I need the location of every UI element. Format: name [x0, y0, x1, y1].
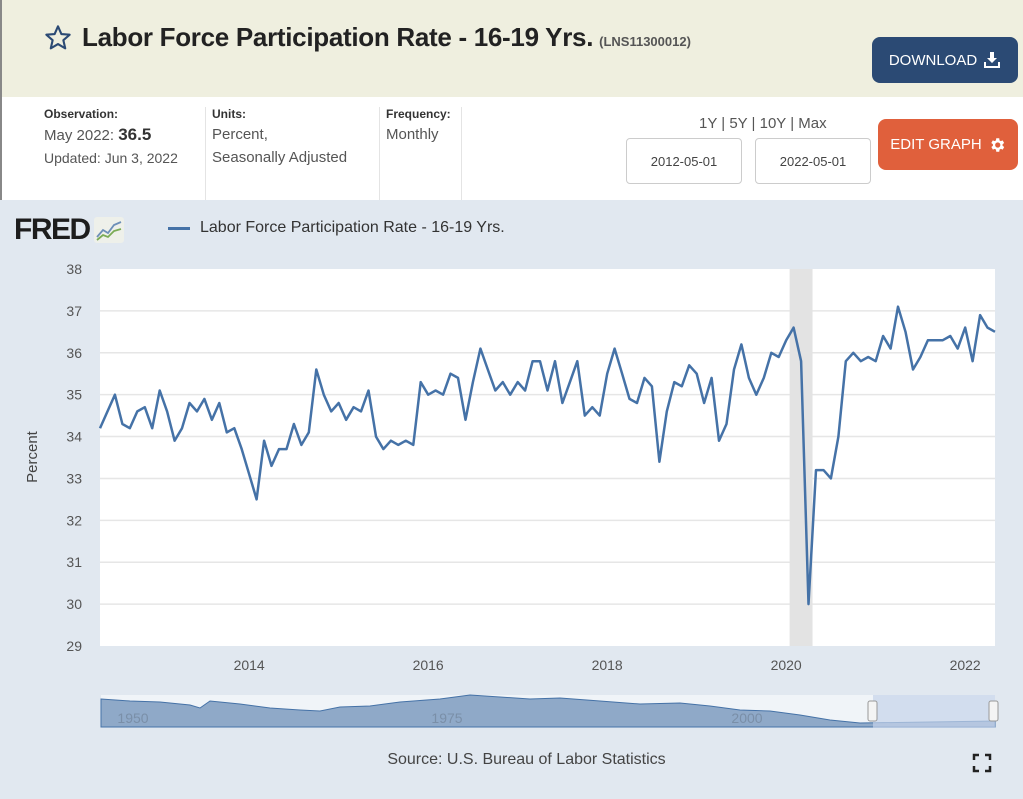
range-1y[interactable]: 1Y: [699, 115, 718, 132]
legend-swatch: [168, 226, 190, 230]
y-tick-label: 38: [66, 261, 82, 277]
x-tick-label: 2022: [950, 657, 981, 673]
y-tick-label: 33: [66, 470, 82, 486]
end-date-input[interactable]: 2022-05-01: [755, 138, 871, 184]
download-label: DOWNLOAD: [888, 51, 978, 69]
y-tick-label: 34: [66, 429, 82, 445]
x-tick-label: 2020: [771, 657, 802, 673]
fred-logo-text: FRED: [14, 213, 91, 246]
legend-label: Labor Force Participation Rate - 16-19 Y…: [200, 219, 505, 236]
series-code: (LNS11300012): [599, 34, 691, 49]
y-tick-label: 36: [66, 345, 82, 361]
fred-logo[interactable]: FRED: [14, 213, 124, 247]
navigator-selection[interactable]: [873, 695, 995, 728]
page-title: Labor Force Participation Rate - 16-19 Y…: [44, 22, 691, 53]
updated-date: Updated: Jun 3, 2022: [44, 150, 178, 166]
range-5y[interactable]: 5Y: [729, 115, 748, 132]
navigator-series: [100, 694, 996, 728]
header-bar: Labor Force Participation Rate - 16-19 Y…: [0, 0, 1023, 97]
y-tick-label: 31: [66, 554, 82, 570]
navigator[interactable]: 1950 1975 2000: [100, 694, 999, 728]
units-value-1: Percent,: [212, 126, 268, 143]
navigator-handle-left[interactable]: [867, 700, 878, 722]
observation-value: 36.5: [118, 125, 152, 144]
frequency-value: Monthly: [386, 126, 439, 143]
y-axis-label: Percent: [24, 430, 41, 483]
navigator-label: 1975: [431, 710, 462, 726]
x-tick-label: 2016: [413, 657, 444, 673]
fred-chart-icon: [93, 217, 124, 243]
download-button[interactable]: DOWNLOAD: [872, 37, 1018, 83]
observation-date: May 2022:: [44, 127, 115, 144]
range-selector: 1Y | 5Y | 10Y | Max: [699, 115, 827, 132]
line-chart: 29 30 31 32 33 34 35 36 37 38 2014 2016 2018 2020 202…: [24, 261, 999, 728]
star-icon[interactable]: [44, 24, 72, 52]
units-column: Units: Percent, Seasonally Adjusted: [212, 107, 380, 200]
download-icon: [984, 52, 1001, 68]
edit-graph-button[interactable]: EDIT GRAPH: [878, 119, 1018, 170]
x-tick-label: 2018: [592, 657, 623, 673]
observation-label: Observation:: [44, 107, 119, 121]
series-info: Observation: May 2022: 36.5 Updated: Jun…: [0, 97, 1023, 200]
y-tick-label: 32: [66, 512, 82, 528]
range-max[interactable]: Max: [798, 115, 827, 132]
units-label: Units:: [212, 107, 246, 121]
y-tick-label: 37: [66, 303, 82, 319]
frequency-column: Frequency: Monthly: [386, 107, 462, 200]
navigator-handle-right[interactable]: [988, 700, 999, 722]
navigator-label: 2000: [731, 710, 762, 726]
range-10y[interactable]: 10Y: [759, 115, 787, 132]
source-note: Source: U.S. Bureau of Labor Statistics: [387, 751, 666, 768]
units-value-2: Seasonally Adjusted: [212, 149, 348, 166]
edit-graph-label: EDIT GRAPH: [890, 136, 982, 153]
navigator-label: 1950: [117, 710, 148, 726]
y-tick-label: 29: [66, 638, 82, 654]
gear-icon: [991, 137, 1004, 152]
start-date-input[interactable]: 2012-05-01: [626, 138, 742, 184]
y-tick-label: 35: [66, 387, 82, 403]
series-title: Labor Force Participation Rate - 16-19 Y…: [82, 22, 594, 52]
plot-area: [100, 269, 995, 646]
chart-legend: Labor Force Participation Rate - 16-19 Y…: [168, 219, 505, 237]
observation-column: Observation: May 2022: 36.5 Updated: Jun…: [44, 107, 206, 200]
y-tick-label: 30: [66, 596, 82, 612]
x-tick-label: 2014: [234, 657, 265, 673]
frequency-label: Frequency:: [386, 107, 451, 121]
fullscreen-icon[interactable]: [972, 753, 992, 773]
series-line: [98, 305, 996, 606]
